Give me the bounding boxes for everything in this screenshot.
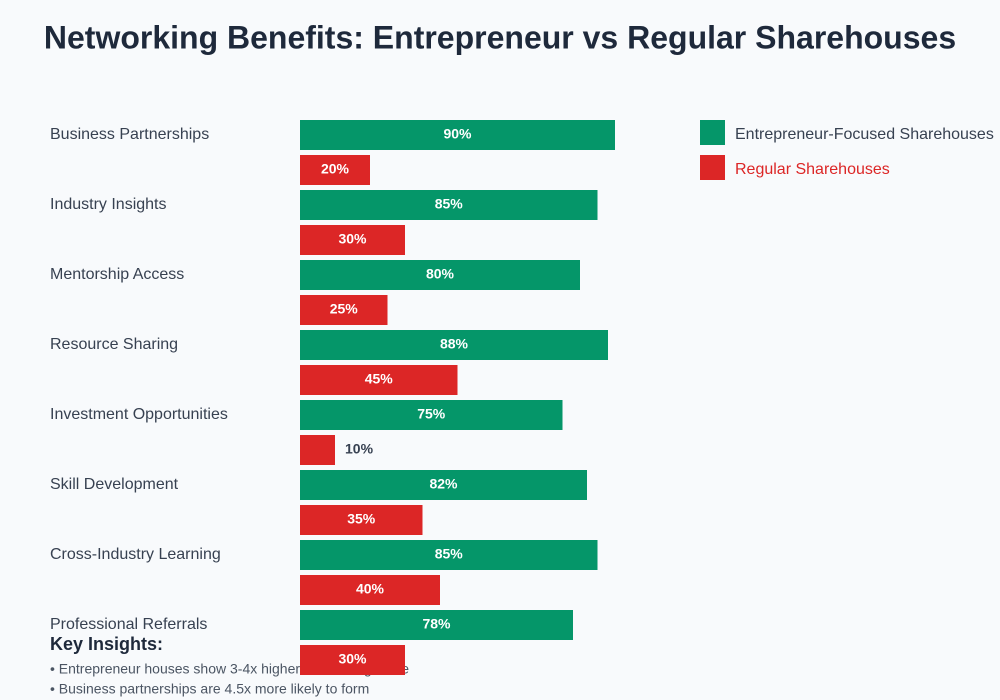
bar <box>300 365 458 395</box>
bar <box>300 260 580 290</box>
value-label: 78% <box>422 616 451 632</box>
value-label: 85% <box>435 196 464 212</box>
category-label: Investment Opportunities <box>50 406 228 423</box>
category-label: Professional Referrals <box>50 616 207 633</box>
value-label: 82% <box>429 476 458 492</box>
value-label: 88% <box>440 336 469 352</box>
legend-label: Entrepreneur-Focused Sharehouses <box>735 126 994 143</box>
value-label: 30% <box>338 651 367 667</box>
value-label: 20% <box>321 161 350 177</box>
bar <box>300 155 370 185</box>
value-label: 80% <box>426 266 455 282</box>
category-label: Resource Sharing <box>50 336 178 353</box>
category-label: Business Partnerships <box>50 126 209 143</box>
chart-title: Networking Benefits: Entrepreneur vs Reg… <box>44 19 956 55</box>
bar <box>300 610 573 640</box>
value-label: 90% <box>443 126 472 142</box>
bar <box>300 295 388 325</box>
value-label: 10% <box>345 441 374 457</box>
bar <box>300 470 587 500</box>
legend-swatch <box>700 155 725 180</box>
insight-item: • Business partnerships are 4.5x more li… <box>50 681 369 697</box>
category-label: Cross-Industry Learning <box>50 546 221 563</box>
bar <box>300 575 440 605</box>
bar <box>300 120 615 150</box>
value-label: 30% <box>338 231 367 247</box>
bar <box>300 505 423 535</box>
value-label: 35% <box>347 511 376 527</box>
bar <box>300 225 405 255</box>
legend-label: Regular Sharehouses <box>735 161 890 178</box>
bar <box>300 190 598 220</box>
category-label: Skill Development <box>50 476 179 493</box>
value-label: 75% <box>417 406 446 422</box>
bar <box>300 400 563 430</box>
bar <box>300 435 335 465</box>
bar <box>300 540 598 570</box>
insights-title: Key Insights: <box>50 634 163 654</box>
category-label: Industry Insights <box>50 196 167 213</box>
value-label: 45% <box>365 371 394 387</box>
value-label: 25% <box>330 301 359 317</box>
bar <box>300 645 405 675</box>
value-label: 40% <box>356 581 385 597</box>
legend-swatch <box>700 120 725 145</box>
category-label: Mentorship Access <box>50 266 184 283</box>
bar <box>300 330 608 360</box>
value-label: 85% <box>435 546 464 562</box>
